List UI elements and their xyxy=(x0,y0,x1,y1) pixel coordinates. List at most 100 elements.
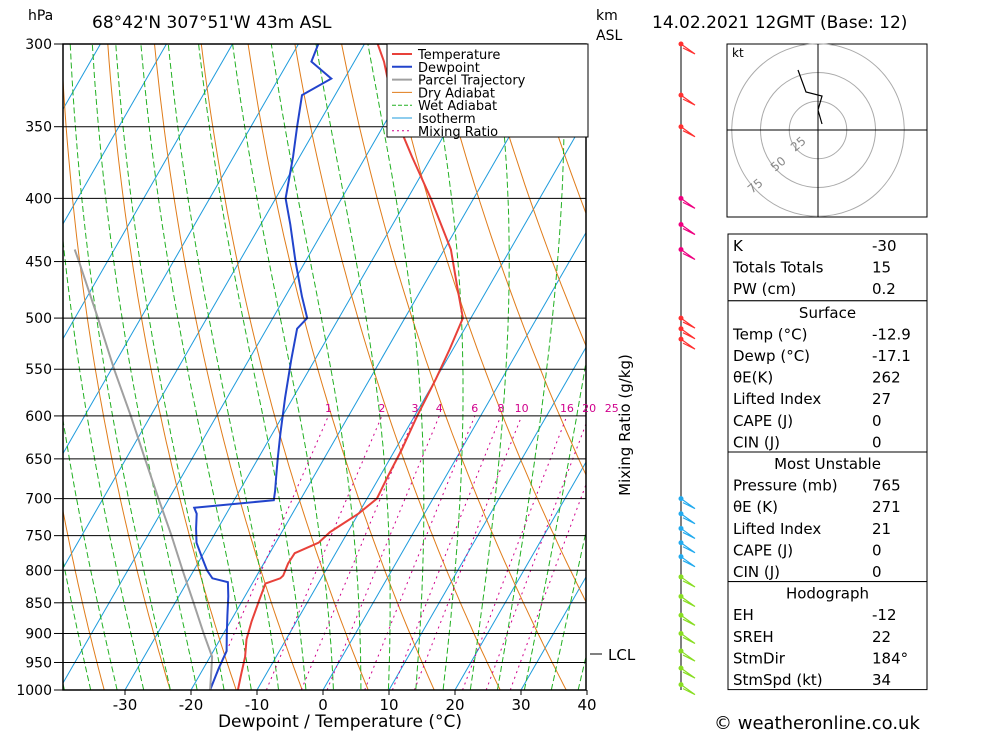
surface-title: Surface xyxy=(799,304,856,322)
hodograph-index-label: SREH xyxy=(733,628,774,646)
wind-barb xyxy=(680,527,696,539)
wind-barb xyxy=(680,224,696,236)
mixing-ratio-line xyxy=(364,415,476,690)
wind-barb xyxy=(680,684,696,696)
mixing-ratio-tick-label: 3 xyxy=(411,402,418,415)
wind-barb xyxy=(680,667,696,679)
dry-adiabat-line xyxy=(990,0,1000,716)
most-unstable-label: Lifted Index xyxy=(733,520,821,538)
mixing-ratio-tick-label: 2 xyxy=(378,402,385,415)
pressure-tick-label: 1000 xyxy=(16,683,52,699)
hodograph-index-value: 22 xyxy=(872,628,891,646)
pressure-tick-label: 950 xyxy=(25,655,52,671)
index-value: 0.2 xyxy=(872,280,896,298)
index-value: -30 xyxy=(872,237,897,255)
mixing-ratio-tick-label: 8 xyxy=(497,402,504,415)
height-unit-asl: ASL xyxy=(596,28,622,44)
temperature-axis: -30 -20 -10 0 10 20 30 40 xyxy=(113,690,597,714)
dewpoint-line xyxy=(192,44,334,690)
surface-label: θE(K) xyxy=(733,369,773,387)
pressure-tick-label: 650 xyxy=(25,452,52,468)
temperature-tick-label: 40 xyxy=(577,696,596,714)
wind-barb xyxy=(680,650,696,662)
mixing-ratio-axis-label: Mixing Ratio (g/kg) xyxy=(616,354,634,496)
temperature-tick-label: 0 xyxy=(318,696,328,714)
wind-barb xyxy=(680,576,696,588)
surface-value: -17.1 xyxy=(872,347,911,365)
isotherm-line xyxy=(454,461,586,690)
isotherm-line xyxy=(190,44,563,690)
surface-value: 0 xyxy=(872,412,882,430)
hodograph-index-label: EH xyxy=(733,606,754,624)
station-location: 68°42'N 307°51'W 43m ASL xyxy=(92,13,332,33)
pressure-axis: 300 350 400 450 500 550 600 650 700 750 800 850 900 9… xyxy=(16,37,63,699)
parcel-trajectory-line xyxy=(73,249,214,690)
height-unit-km: km xyxy=(596,8,618,24)
wet-adiabat-line xyxy=(577,654,586,690)
legend-entry: Mixing Ratio xyxy=(418,125,498,140)
pressure-tick-label: 550 xyxy=(25,362,52,378)
hodograph-unit-label: kt xyxy=(732,46,744,60)
legend-entry: Temperature xyxy=(417,48,500,63)
hodograph-index-value: 34 xyxy=(872,671,891,689)
mixing-ratio-tick-label: 1 xyxy=(325,402,332,415)
isotherm-line xyxy=(256,116,586,690)
wet-adiabat-line xyxy=(427,44,464,690)
dry-adiabat-line xyxy=(528,44,586,215)
most-unstable-label: Pressure (mb) xyxy=(733,477,838,495)
mixing-ratio-line xyxy=(326,415,440,690)
hodograph-index-label: StmDir xyxy=(733,649,786,667)
temperature-tick-label: -20 xyxy=(179,696,204,714)
pressure-tick-label: 600 xyxy=(25,409,52,425)
mixing-ratio-line xyxy=(265,415,383,690)
mixing-ratio-tick-label: 4 xyxy=(436,402,443,415)
wet-adiabat-line xyxy=(550,529,586,690)
wet-adiabat-line xyxy=(63,557,92,690)
hodograph-index-value: -12 xyxy=(872,606,897,624)
wet-adiabat-line xyxy=(232,44,334,690)
wet-adiabat-line xyxy=(167,44,280,690)
wind-barb xyxy=(680,595,696,607)
pressure-tick-label: 800 xyxy=(25,563,52,579)
wind-profile xyxy=(678,41,696,696)
pressure-tick-label: 700 xyxy=(25,492,52,508)
wet-adiabat-line xyxy=(270,44,362,690)
wind-barb xyxy=(680,328,696,340)
temperature-line xyxy=(236,44,464,690)
index-label: K xyxy=(733,237,744,255)
index-label: Totals Totals xyxy=(732,259,824,277)
most-unstable-value: 271 xyxy=(872,498,901,516)
dry-adiabat-line xyxy=(63,508,105,690)
temperature-tick-label: -10 xyxy=(245,696,270,714)
most-unstable-value: 0 xyxy=(872,563,882,581)
mixing-ratio-tick-label: 20 xyxy=(582,402,596,415)
hodograph-index-value: 184° xyxy=(872,649,908,667)
surface-label: CIN (J) xyxy=(733,433,780,451)
most-unstable-value: 21 xyxy=(872,520,891,538)
temperature-tick-label: 10 xyxy=(379,696,398,714)
temperature-tick-label: 20 xyxy=(445,696,464,714)
mixing-ratio-line xyxy=(509,483,586,690)
most-unstable-label: CIN (J) xyxy=(733,563,780,581)
wet-adiabat-line xyxy=(198,44,307,690)
isobar-lines xyxy=(63,43,586,691)
dry-adiabat-line xyxy=(946,0,1000,716)
mixing-ratio-line xyxy=(300,415,416,690)
wind-barb xyxy=(680,43,696,55)
most-unstable-label: CAPE (J) xyxy=(733,541,793,559)
mixing-ratio-tick-label: 16 xyxy=(560,402,574,415)
surface-label: Lifted Index xyxy=(733,390,821,408)
dry-adiabat-line xyxy=(200,44,369,690)
isotherm-line xyxy=(63,44,431,685)
isotherm-line xyxy=(322,231,586,690)
wind-barb xyxy=(680,632,696,645)
hodograph-title: Hodograph xyxy=(786,585,869,603)
pressure-tick-label: 750 xyxy=(25,529,52,545)
sounding-datetime: 14.02.2021 12GMT (Base: 12) xyxy=(652,13,907,33)
table-section xyxy=(727,300,928,453)
surface-value: 262 xyxy=(872,369,901,387)
table-section xyxy=(727,451,928,583)
legend-entry: Parcel Trajectory xyxy=(418,74,526,89)
isotherm-line xyxy=(520,575,586,690)
